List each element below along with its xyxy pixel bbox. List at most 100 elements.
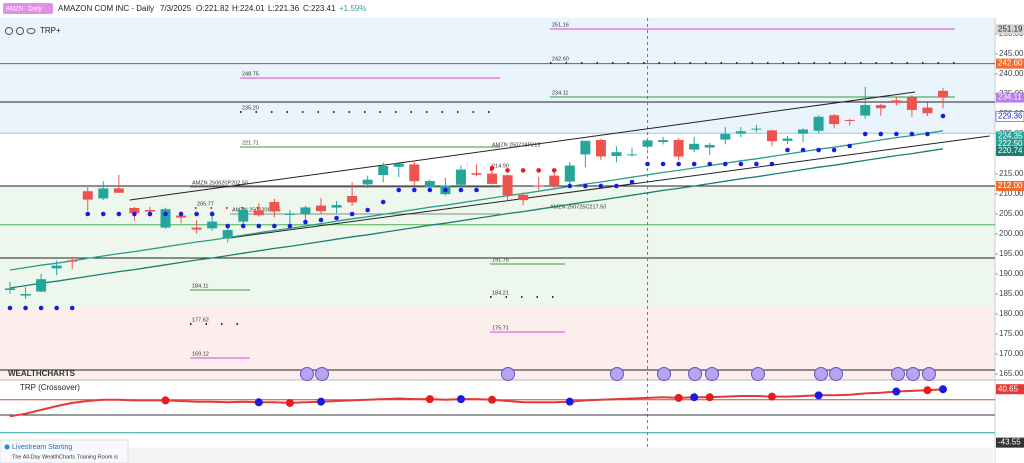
stop-dot xyxy=(614,183,619,189)
price-marker xyxy=(996,131,1024,142)
event-icon[interactable] xyxy=(906,367,920,381)
lower-panel-bg xyxy=(0,380,995,448)
candle-body xyxy=(891,100,902,103)
candle-body xyxy=(113,188,124,193)
event-icon[interactable] xyxy=(705,367,719,381)
crossover-dot xyxy=(488,395,497,404)
y-tick-label: 205.00 xyxy=(999,209,1024,218)
event-icon[interactable] xyxy=(501,367,515,381)
annotation-label: 169.12 xyxy=(192,351,209,357)
annotation-label: AMZN 250620P202.50 xyxy=(192,180,248,186)
candle-body xyxy=(362,179,373,185)
price-marker-label: 251.19 xyxy=(998,24,1023,33)
candle-body xyxy=(580,140,591,155)
stop-dot xyxy=(147,211,153,217)
event-icon[interactable] xyxy=(688,367,702,381)
stop-dot xyxy=(723,161,728,167)
candle-body xyxy=(269,202,280,212)
header-low: L:221.36 xyxy=(268,4,300,13)
candle-body xyxy=(160,209,171,228)
lower-panel-title: TRP (Crossover) xyxy=(20,383,80,392)
candle-body xyxy=(798,129,809,134)
lower-marker xyxy=(996,437,1024,448)
stop-dot xyxy=(583,183,588,189)
stop-dot xyxy=(598,183,604,189)
event-icon[interactable] xyxy=(610,367,624,381)
annotation-label: 205.77 xyxy=(197,201,214,207)
toast[interactable] xyxy=(0,439,129,463)
event-icon[interactable] xyxy=(922,367,936,381)
crossover-dot xyxy=(254,398,263,407)
candle-body xyxy=(393,163,404,167)
stop-dot xyxy=(287,223,293,229)
candle-body xyxy=(51,265,62,269)
candle-body xyxy=(331,205,342,208)
lower-marker-label: 40.65 xyxy=(998,384,1019,393)
stop-dot xyxy=(396,187,402,193)
settings-icon[interactable] xyxy=(5,27,13,35)
symbol-badge[interactable] xyxy=(3,3,53,14)
stop-dot xyxy=(567,183,573,189)
stop-dot xyxy=(738,161,744,167)
candle-body xyxy=(704,144,715,148)
event-icon[interactable] xyxy=(315,367,329,381)
stop-dot xyxy=(443,187,448,193)
candle-body xyxy=(253,210,264,216)
stop-dot xyxy=(800,147,806,153)
stop-dot xyxy=(894,131,899,137)
stop-dot xyxy=(7,305,13,311)
event-icon[interactable] xyxy=(300,367,314,381)
header-open: O:221.82 xyxy=(196,4,229,13)
price-marker-label: 224.35 xyxy=(998,132,1023,141)
zone xyxy=(0,308,995,380)
candle-body xyxy=(409,164,420,182)
stop-dot xyxy=(909,131,915,137)
event-icon[interactable] xyxy=(657,367,671,381)
candle-body xyxy=(36,279,47,292)
close-icon[interactable] xyxy=(16,27,24,35)
eye-icon[interactable] xyxy=(26,28,36,34)
candle-body xyxy=(595,140,606,157)
header-high: H:224.01 xyxy=(232,4,265,13)
toast-icon xyxy=(4,444,10,450)
event-icon[interactable] xyxy=(891,367,905,381)
stop-dot xyxy=(132,211,137,217)
lower-marker xyxy=(996,384,1024,395)
crossover-dot xyxy=(425,395,434,404)
header-bar xyxy=(0,0,1024,18)
stop-dot xyxy=(349,211,355,217)
candle-body xyxy=(922,107,933,114)
candle-body xyxy=(875,105,886,109)
candle-body xyxy=(658,140,669,142)
annotation-label: 191.75 xyxy=(492,257,509,263)
price-marker xyxy=(995,111,1024,122)
stop-dot xyxy=(194,211,199,217)
header-date: 7/3/2025 xyxy=(160,4,192,13)
stop-dot xyxy=(691,161,697,167)
annotation-label: 184.11 xyxy=(192,283,208,289)
candle-body xyxy=(424,181,435,187)
candle-body xyxy=(782,138,793,141)
crossover-dot xyxy=(674,393,683,402)
candle-body xyxy=(455,169,466,185)
event-icon[interactable] xyxy=(829,367,843,381)
candle-body xyxy=(844,120,855,121)
stop-dot xyxy=(178,211,184,217)
annotation-label: AMZN 250718P215 xyxy=(492,142,540,148)
crossover-dot xyxy=(923,386,932,395)
crossover-dot xyxy=(690,393,699,402)
candle-body xyxy=(564,165,575,182)
y-tick-label: 190.00 xyxy=(999,269,1024,278)
candle-body xyxy=(766,130,777,142)
candle-body xyxy=(502,175,513,196)
stop-dot xyxy=(23,305,28,311)
event-icon[interactable] xyxy=(751,367,765,381)
crossover-dot xyxy=(939,385,947,394)
candle-body xyxy=(284,214,295,215)
stop-dot xyxy=(551,168,557,173)
event-icon[interactable] xyxy=(814,367,828,381)
crossover-dot xyxy=(814,391,823,400)
crossover-dot xyxy=(285,398,294,407)
stop-dot xyxy=(831,147,837,153)
annotation-label: 235.20 xyxy=(242,105,259,111)
